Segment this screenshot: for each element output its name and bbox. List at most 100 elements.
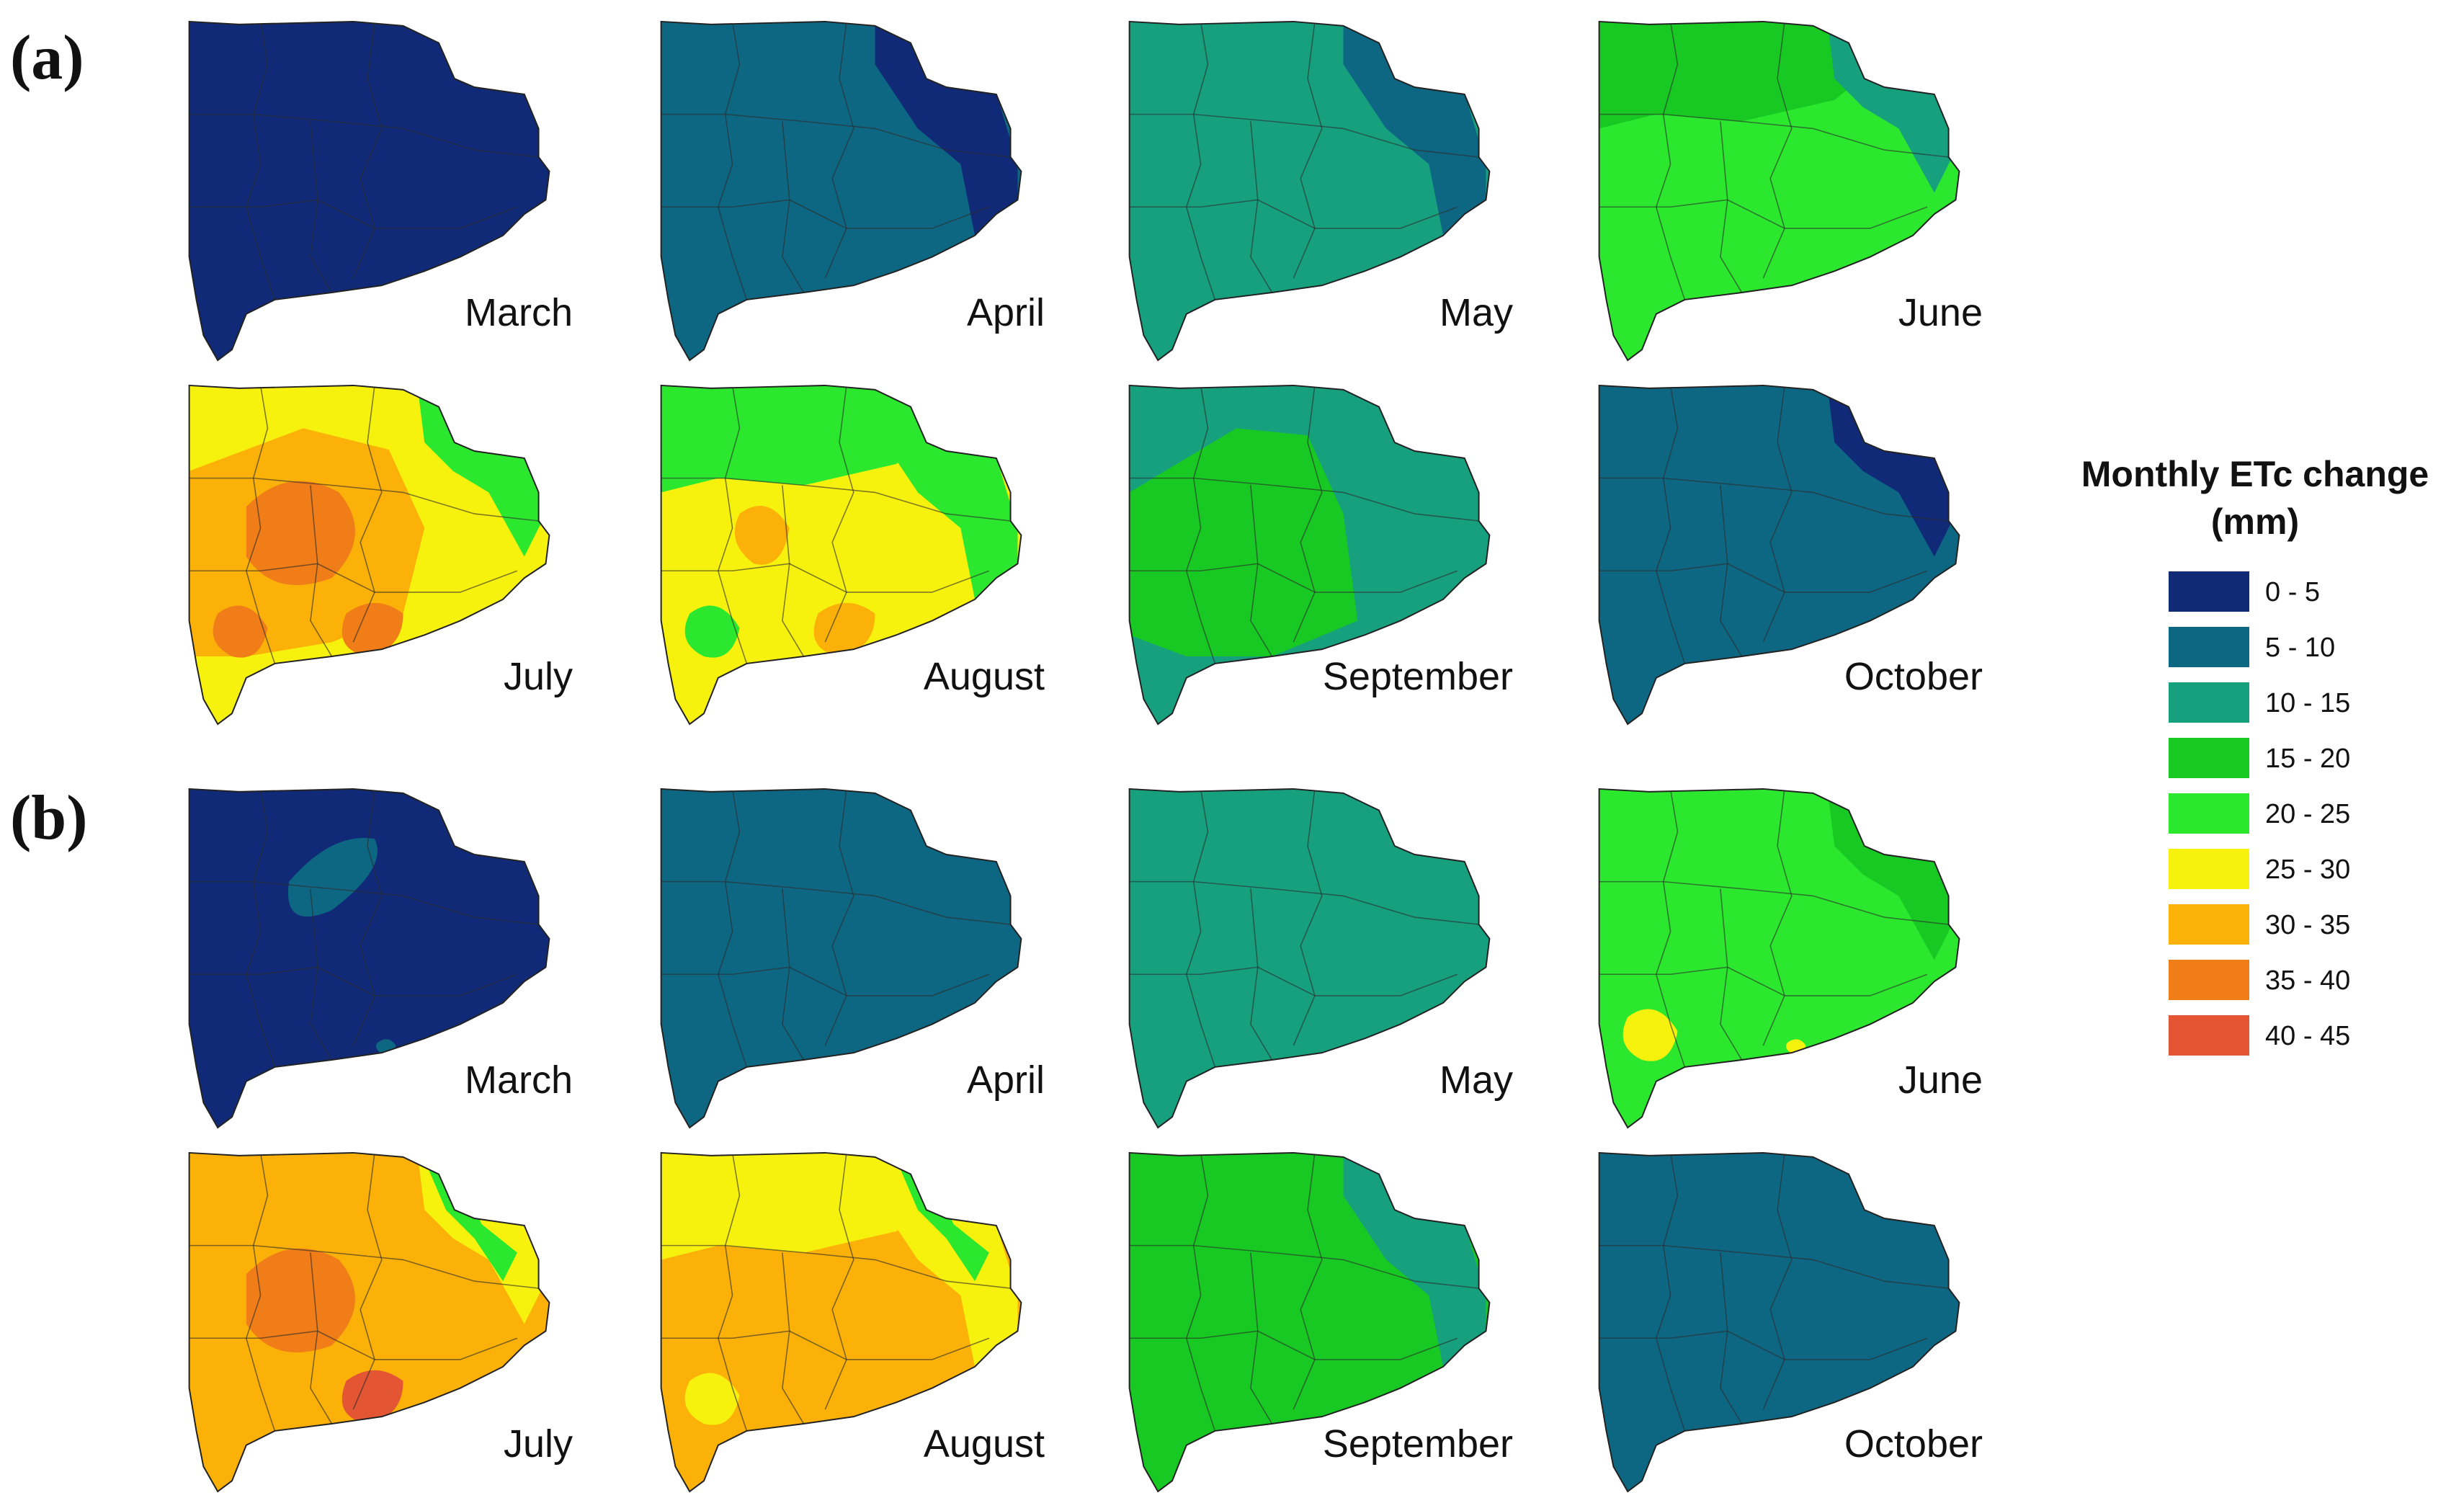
choropleth-map bbox=[660, 20, 1022, 362]
district-boundary bbox=[1250, 485, 1273, 657]
month-label: March bbox=[464, 291, 573, 334]
value-zone bbox=[342, 602, 403, 657]
region-outline bbox=[188, 384, 550, 726]
district-boundary bbox=[245, 1152, 276, 1432]
value-zone bbox=[1129, 428, 1358, 657]
district-boundary bbox=[1599, 477, 1949, 522]
region-outline bbox=[1128, 384, 1491, 726]
choropleth-map bbox=[1598, 20, 1960, 362]
legend-item: 30 - 35 bbox=[2169, 904, 2457, 960]
district-boundary bbox=[1599, 1244, 1949, 1289]
district-boundary bbox=[1720, 121, 1743, 293]
choropleth-map bbox=[188, 384, 550, 726]
value-zone bbox=[246, 1248, 355, 1353]
district-boundary bbox=[661, 477, 1011, 522]
district-boundary bbox=[1293, 21, 1323, 279]
map-june: June bbox=[1594, 785, 1983, 1131]
value-zone bbox=[875, 1152, 1018, 1367]
value-zone bbox=[287, 837, 378, 917]
value-zone bbox=[213, 605, 268, 658]
value-zone bbox=[342, 1370, 403, 1424]
legend-title: Monthly ETc change (mm) bbox=[2053, 450, 2457, 545]
district-boundary bbox=[310, 1252, 333, 1424]
legend-item: 35 - 40 bbox=[2169, 960, 2457, 1015]
value-zone bbox=[1343, 21, 1486, 236]
district-boundary bbox=[824, 385, 854, 643]
legend-item: 20 - 25 bbox=[2169, 793, 2457, 849]
month-label: July bbox=[503, 1422, 573, 1466]
month-label: August bbox=[923, 655, 1045, 698]
district-boundary bbox=[824, 788, 854, 1046]
legend-label: 5 - 10 bbox=[2265, 633, 2336, 663]
map-august: August bbox=[656, 382, 1045, 728]
panel-label-a: (a) bbox=[10, 23, 84, 93]
legend-title-line1: Monthly ETc change bbox=[2081, 454, 2429, 494]
month-label: May bbox=[1439, 1058, 1513, 1102]
district-boundary bbox=[1655, 788, 1686, 1068]
district-boundary bbox=[1720, 1252, 1743, 1424]
legend-label: 30 - 35 bbox=[2265, 910, 2351, 940]
region-outline bbox=[660, 384, 1022, 726]
district-boundary bbox=[1185, 1152, 1216, 1432]
month-label: March bbox=[464, 1058, 573, 1102]
legend-item: 15 - 20 bbox=[2169, 738, 2457, 793]
district-boundary bbox=[1599, 113, 1949, 158]
district-boundary bbox=[1250, 888, 1273, 1061]
choropleth-map bbox=[188, 788, 550, 1129]
district-boundary bbox=[1250, 121, 1273, 293]
region-outline bbox=[1598, 1151, 1960, 1493]
legend-swatch bbox=[2169, 793, 2249, 834]
month-label: September bbox=[1322, 1422, 1513, 1466]
legend-swatch bbox=[2169, 627, 2249, 667]
district-boundary bbox=[661, 1244, 1011, 1289]
legend-swatch bbox=[2169, 1015, 2249, 1056]
map-may: May bbox=[1124, 785, 1513, 1131]
value-zone bbox=[875, 385, 1018, 599]
district-boundary bbox=[1599, 966, 1928, 996]
choropleth-map bbox=[1598, 384, 1960, 726]
district-boundary bbox=[717, 21, 748, 300]
region-outline bbox=[188, 788, 550, 1129]
district-boundary bbox=[1599, 1330, 1928, 1360]
district-boundary bbox=[1129, 1330, 1458, 1360]
district-boundary bbox=[1762, 385, 1793, 643]
choropleth-map bbox=[660, 1151, 1022, 1493]
district-boundary bbox=[1129, 880, 1479, 925]
legend-label: 20 - 25 bbox=[2265, 799, 2351, 829]
district-boundary bbox=[352, 1152, 383, 1410]
district-boundary bbox=[1655, 1152, 1686, 1432]
choropleth-map bbox=[1128, 788, 1491, 1129]
legend-item: 40 - 45 bbox=[2169, 1015, 2457, 1071]
region-outline bbox=[1598, 384, 1960, 726]
choropleth-map bbox=[1128, 1151, 1491, 1493]
value-zone bbox=[734, 505, 790, 565]
district-boundary bbox=[824, 21, 854, 279]
map-june: June bbox=[1594, 18, 1983, 364]
district-boundary bbox=[1762, 1152, 1793, 1410]
legend-items: 0 - 5 5 - 10 10 - 15 15 - 20 20 - 25 25 - 30 3… bbox=[2169, 571, 2457, 1071]
district-boundary bbox=[1293, 385, 1323, 643]
map-july: July bbox=[184, 382, 573, 728]
district-boundary bbox=[352, 21, 383, 279]
map-march: March bbox=[184, 18, 573, 364]
district-boundary bbox=[717, 385, 748, 664]
district-boundary bbox=[352, 385, 383, 643]
legend-label: 0 - 5 bbox=[2265, 577, 2321, 607]
legend-label: 35 - 40 bbox=[2265, 965, 2351, 996]
choropleth-map bbox=[1128, 20, 1491, 362]
district-boundary bbox=[189, 966, 518, 996]
district-boundary bbox=[1129, 113, 1479, 158]
legend-label: 10 - 15 bbox=[2265, 688, 2351, 718]
month-label: April bbox=[966, 1058, 1045, 1102]
district-boundary bbox=[1250, 1252, 1273, 1424]
map-march: March bbox=[184, 785, 573, 1131]
district-boundary bbox=[189, 1244, 539, 1289]
legend-swatch bbox=[2169, 849, 2249, 889]
legend-label: 40 - 45 bbox=[2265, 1021, 2351, 1051]
legend-title-line2: (mm) bbox=[2210, 501, 2300, 542]
district-boundary bbox=[1599, 563, 1928, 593]
legend: Monthly ETc change (mm) 0 - 5 5 - 10 10 - … bbox=[2053, 450, 2457, 1071]
region-outline bbox=[660, 788, 1022, 1129]
district-boundary bbox=[661, 563, 990, 593]
choropleth-map bbox=[1598, 788, 1960, 1129]
